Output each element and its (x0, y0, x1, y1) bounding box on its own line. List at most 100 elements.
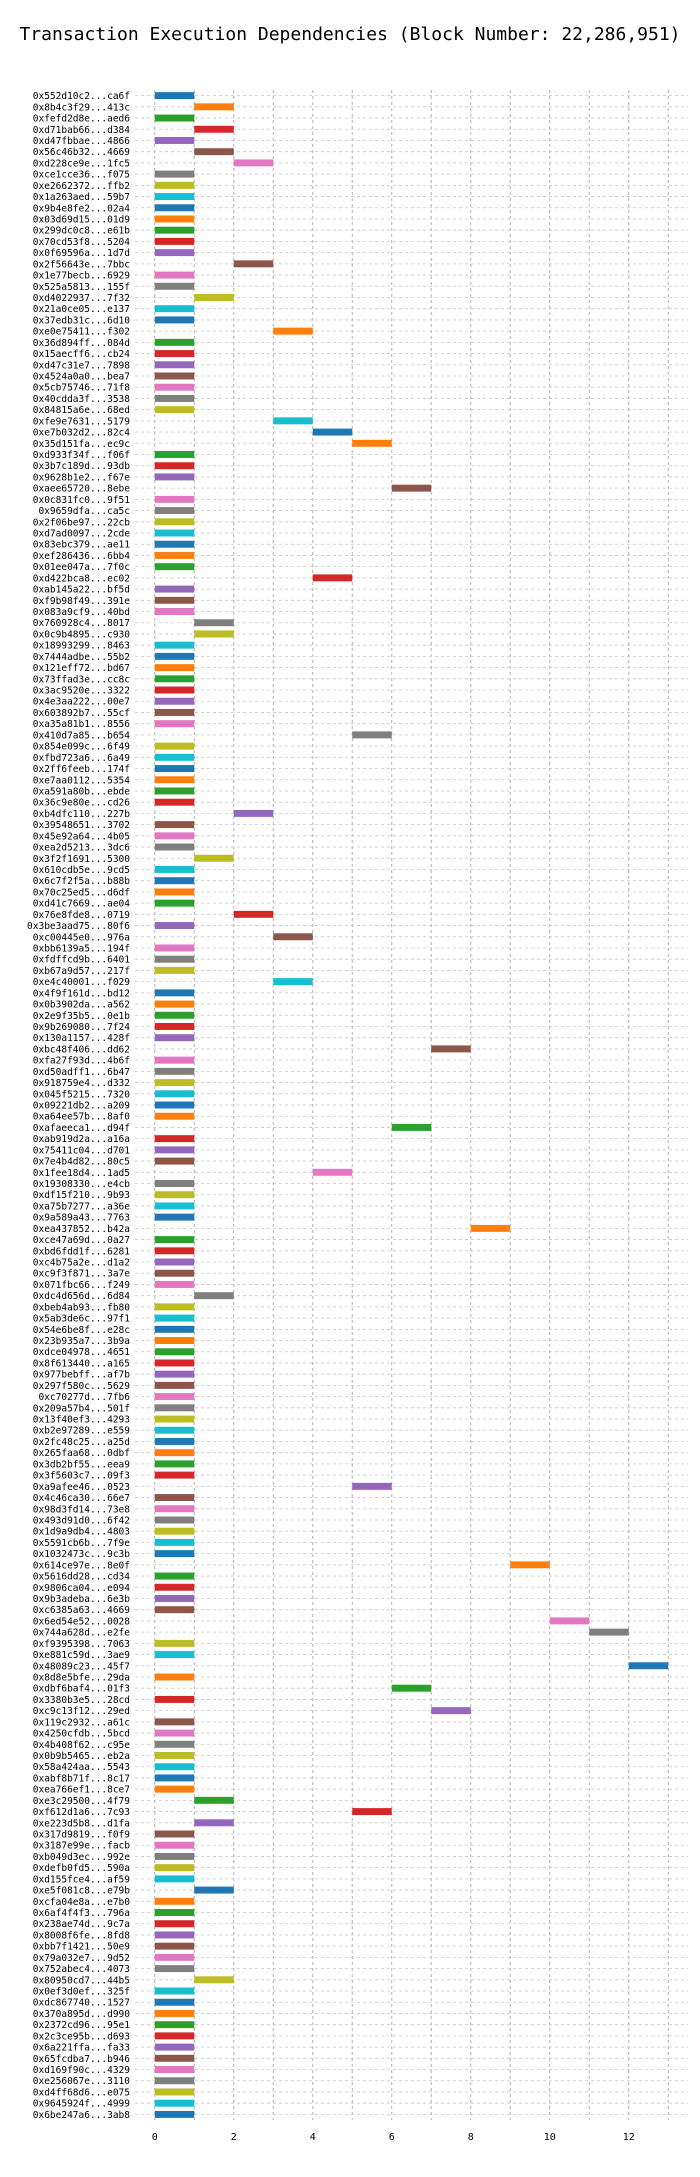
transaction-bar (391, 484, 432, 492)
transaction-bar (154, 136, 195, 144)
transaction-label: 0x610cdb5e...9cd5 (33, 865, 130, 876)
transaction-bar (154, 540, 195, 548)
transaction-label: 0xe4c40001...f029 (33, 977, 131, 988)
transaction-bar (154, 518, 195, 526)
transaction-label: 0x23b935a7...3b9a (33, 1336, 130, 1347)
transaction-label: 0xabf8b71f...8c17 (33, 1773, 130, 1784)
transaction-bar (154, 832, 195, 840)
transaction-bar (154, 1953, 195, 1961)
transaction-bar (154, 1695, 195, 1703)
transaction-label: 0x3187e99e...facb (33, 1841, 131, 1852)
transaction-bar (154, 652, 195, 660)
transaction-bar (312, 428, 353, 436)
transaction-label: 0xea766ef1...8ce7 (33, 1785, 130, 1796)
transaction-bar (154, 507, 195, 515)
transaction-bar (273, 417, 313, 425)
transaction-label: 0x410d7a85...b654 (33, 730, 131, 741)
transaction-bar (352, 1482, 392, 1490)
transaction-bar (154, 473, 195, 481)
transaction-label: 0x09221db2...a209 (33, 1101, 131, 1112)
transaction-bar (194, 1292, 234, 1300)
transaction-bar (154, 2021, 195, 2029)
transaction-bar (154, 641, 195, 649)
transaction-label: 0xe3c29500...4f79 (33, 1796, 131, 1807)
transaction-label: 0x3ac9520e...3322 (33, 686, 130, 697)
transaction-label: 0x209a57b4...501f (33, 1403, 130, 1414)
transaction-bar (154, 585, 195, 593)
transaction-bar (154, 776, 195, 784)
transaction-bar (154, 361, 195, 369)
transaction-label: 0x2fc48c25...a25d (33, 1437, 130, 1448)
transaction-bar (154, 1034, 195, 1042)
x-tick-label: 4 (310, 2132, 316, 2143)
transaction-label: 0xe5f081c8...e79b (33, 1886, 131, 1897)
transaction-bar (154, 2043, 195, 2051)
transaction-bar (154, 451, 195, 458)
transaction-bar (154, 821, 195, 829)
transaction-bar (154, 1774, 195, 1782)
transaction-label: 0x84815a6e...68ed (33, 405, 130, 416)
transaction-bar (154, 1090, 195, 1098)
x-tick-labels: 0 2 4 6 8 10 12 (152, 2132, 635, 2143)
transaction-bar (194, 125, 234, 133)
transaction-bar (194, 630, 234, 638)
transaction-label: 0xfefd2d8e...aed6 (33, 114, 131, 125)
transaction-bar (154, 1460, 195, 1468)
transaction-label: 0xd47fbbae...4866 (33, 136, 131, 147)
transaction-label: 0xf612d1a6...7c93 (33, 1807, 130, 1818)
transaction-label: 0x603892b7...55cf (33, 708, 130, 719)
transaction-bar (154, 1202, 195, 1210)
transaction-label: 0xa75b7277...a36e (33, 1201, 131, 1212)
transaction-label: 0x9628b1e2...f67e (33, 472, 131, 483)
transaction-label: 0x18993299...8463 (33, 641, 130, 652)
transaction-bar (154, 608, 195, 615)
transaction-bar (194, 1886, 234, 1894)
transaction-bar (154, 249, 195, 257)
transaction-bar (154, 1112, 195, 1120)
transaction-label: 0x6be247a6...3ab8 (33, 2110, 131, 2121)
transaction-label: 0x83ebc379...ae11 (33, 540, 131, 551)
transaction-bar (154, 1897, 195, 1905)
transaction-label: 0x317d9819...f0f9 (33, 1830, 131, 1841)
transaction-label: 0x13f40ef3...4293 (33, 1415, 130, 1426)
transaction-label: 0xe2662372...ffb2 (33, 181, 130, 192)
transaction-bar (154, 2009, 195, 2017)
transaction-label: 0xd7ad0097...2cde (33, 529, 131, 540)
gridlines (135, 90, 688, 2120)
transaction-label: 0xd169f90c...4329 (33, 2065, 131, 2076)
transaction-label: 0xfe9e7631...5179 (33, 416, 131, 427)
transaction-bar (154, 1023, 195, 1030)
transaction-bar (154, 1000, 195, 1008)
x-tick-label: 0 (152, 2132, 158, 2143)
transaction-label: 0xaee65720...8ebe (33, 484, 131, 495)
transaction-bar (154, 697, 195, 705)
transaction-label: 0x525a5813...155f (33, 282, 130, 293)
transaction-bar (233, 159, 274, 167)
transaction-label: 0xa35a81b1...8556 (33, 719, 131, 730)
transaction-label: 0xc00445e0...976a (33, 932, 130, 943)
transaction-label: 0x918759e4...d332 (33, 1078, 130, 1089)
transaction-bar (154, 193, 195, 201)
transaction-label: 0x4250cfdb...5bcd (33, 1729, 130, 1740)
transaction-label: 0x9659dfa...ca5c (38, 506, 130, 517)
transaction-bar (154, 1785, 195, 1793)
transaction-bar (154, 664, 195, 672)
transaction-bar (154, 596, 195, 604)
transaction-label: 0xbb6139a5...194f (33, 943, 130, 954)
transaction-label: 0x299dc0c8...e61b (33, 226, 131, 237)
transaction-bar (154, 1471, 195, 1479)
transaction-bar (154, 1280, 195, 1288)
transaction-bar (154, 1011, 195, 1019)
transaction-label: 0x071fbc66...f249 (33, 1280, 131, 1291)
transaction-bar (154, 686, 195, 694)
transaction-bar (154, 899, 195, 907)
transaction-label: 0x39548651...3702 (33, 820, 130, 831)
transaction-label: 0x45e92a64...4b05 (33, 831, 130, 842)
transaction-label: 0xa64ee57b...8af0 (33, 1112, 131, 1123)
transaction-label: 0x37edb31c...6d10 (33, 315, 131, 326)
transaction-bar (154, 1595, 195, 1602)
transaction-label: 0x76e8fde8...0719 (33, 910, 131, 921)
transaction-bar (154, 1931, 195, 1939)
transaction-bar (154, 1303, 195, 1311)
